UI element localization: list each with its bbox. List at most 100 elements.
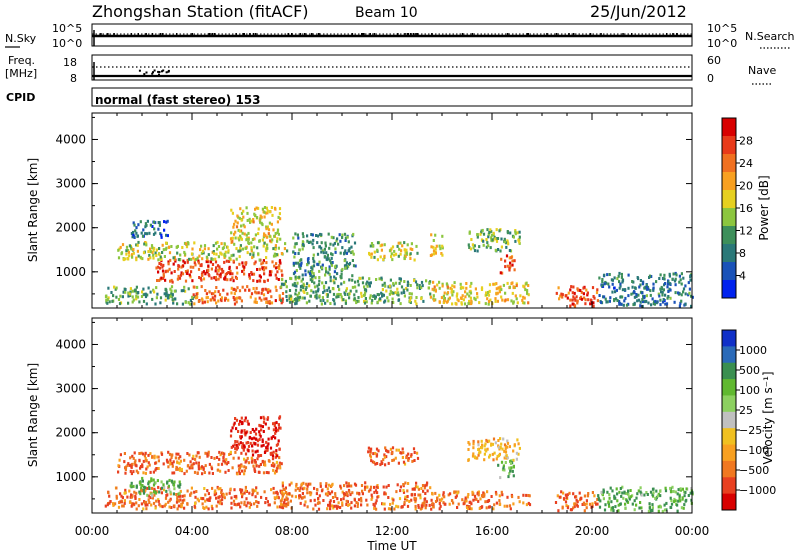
velocity-pixel	[287, 501, 290, 505]
power-pixel	[161, 265, 164, 269]
velocity-pixel	[423, 486, 426, 490]
power-pixel	[271, 213, 274, 217]
velocity-pixel	[651, 506, 654, 510]
power-pixel	[337, 242, 340, 246]
velocity-pixel	[503, 443, 507, 447]
velocity-pixel	[669, 490, 673, 494]
velocity-pixel	[562, 497, 566, 501]
velocity-pixel	[347, 488, 351, 492]
power-pixel	[252, 218, 255, 221]
power-pixel	[511, 259, 514, 263]
power-pixel	[416, 251, 419, 255]
power-pixel	[158, 266, 162, 270]
power-ytick-label: 2000	[55, 221, 86, 235]
power-pixel	[162, 272, 165, 276]
velocity-pixel	[504, 450, 508, 454]
power-pixel	[240, 218, 243, 222]
power-pixel	[166, 296, 170, 300]
noise-dot	[361, 33, 363, 35]
power-pixel	[359, 277, 362, 280]
velocity-pixel	[305, 482, 308, 486]
power-pixel	[659, 298, 662, 302]
velocity-pixel	[655, 489, 658, 493]
velocity-pixel	[138, 458, 141, 462]
power-pixel	[372, 244, 375, 248]
velocity-pixel	[239, 419, 242, 423]
power-pixel	[418, 284, 421, 287]
power-pixel	[152, 253, 155, 257]
power-pixel	[266, 290, 270, 294]
velocity-pixel	[485, 506, 488, 510]
velocity-pixel	[438, 502, 441, 505]
power-heatmap	[104, 206, 694, 308]
power-pixel	[128, 292, 131, 296]
power-pixel	[174, 259, 177, 263]
velocity-pixel	[554, 501, 558, 504]
power-pixel	[307, 270, 310, 274]
power-pixel	[450, 288, 453, 292]
power-pixel	[306, 263, 309, 267]
velocity-pixel	[363, 487, 367, 491]
velocity-pixel	[681, 496, 684, 500]
velocity-pixel	[273, 424, 276, 428]
power-pixel	[278, 294, 281, 298]
power-pixel	[149, 290, 152, 294]
power-pixel	[296, 293, 299, 297]
power-pixel	[497, 286, 500, 290]
power-colorbar-swatch	[722, 136, 736, 155]
velocity-pixel	[609, 486, 612, 490]
velocity-pixel	[117, 470, 120, 474]
power-pixel	[489, 246, 492, 250]
velocity-pixel	[232, 456, 235, 460]
velocity-pixel	[239, 441, 242, 445]
power-pixel	[160, 262, 163, 266]
power-pixel	[258, 239, 261, 243]
cpid-text: normal (fast stereo) 153	[95, 93, 261, 107]
velocity-pixel	[130, 495, 133, 499]
velocity-pixel	[146, 465, 149, 469]
velocity-pixel	[168, 452, 172, 456]
power-pixel	[673, 279, 677, 283]
power-pixel	[257, 206, 260, 210]
power-pixel	[256, 246, 259, 250]
power-pixel	[398, 277, 401, 281]
power-pixel	[134, 229, 137, 233]
velocity-pixel	[281, 497, 284, 501]
velocity-pixel	[267, 437, 270, 441]
power-pixel	[363, 293, 366, 297]
power-pixel	[264, 287, 267, 291]
power-pixel	[232, 259, 235, 263]
velocity-pixel	[128, 500, 132, 504]
power-pixel	[379, 244, 382, 248]
power-pixel	[312, 290, 315, 294]
power-pixel	[246, 211, 249, 215]
velocity-pixel	[527, 494, 530, 497]
power-pixel	[265, 249, 268, 253]
velocity-pixel	[324, 492, 328, 496]
power-pixel	[250, 271, 253, 274]
power-pixel	[607, 282, 610, 286]
velocity-pixel	[624, 506, 627, 510]
power-pixel	[231, 236, 234, 240]
power-pixel	[305, 286, 308, 289]
velocity-pixel	[222, 455, 225, 459]
power-pixel	[352, 232, 355, 236]
power-pixel	[361, 281, 365, 285]
power-pixel	[248, 274, 251, 278]
power-pixel	[603, 295, 606, 299]
velocity-pixel	[254, 432, 258, 436]
velocity-pixel	[318, 494, 321, 498]
power-pixel	[172, 262, 175, 266]
power-pixel	[605, 300, 608, 304]
velocity-pixel	[195, 461, 198, 465]
power-pixel	[613, 286, 616, 290]
power-pixel	[624, 296, 627, 300]
power-pixel	[598, 294, 601, 297]
power-pixel	[484, 302, 487, 306]
velocity-pixel	[663, 508, 667, 512]
power-pixel	[446, 299, 449, 303]
velocity-pixel	[467, 493, 470, 496]
velocity-pixel	[241, 495, 244, 499]
velocity-pixel	[672, 500, 676, 504]
